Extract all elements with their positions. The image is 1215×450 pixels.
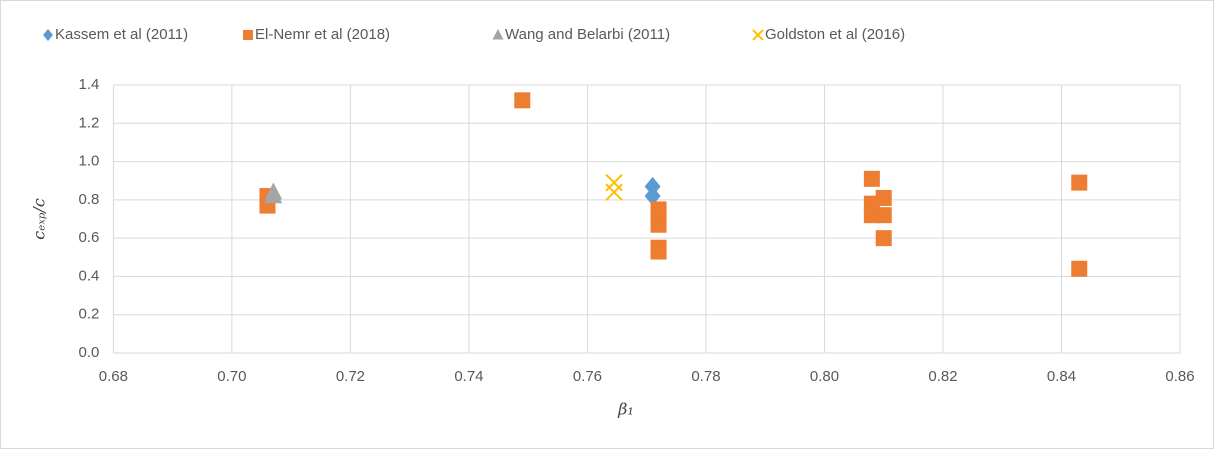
y-axis-title: cₑₓₚ/c (30, 198, 49, 240)
y-tick-label: 0.8 (79, 191, 100, 208)
x-tick-label: 0.68 (99, 368, 128, 385)
point (605, 183, 623, 201)
point (650, 216, 667, 233)
x-tick-label: 0.70 (217, 368, 246, 385)
legend-label: Kassem et al (2011) (55, 26, 188, 43)
y-tick-label: 0.6 (79, 229, 100, 246)
legend-marker (243, 30, 253, 40)
y-tick-label: 0.4 (79, 267, 100, 284)
legend-label: Goldston et al (2016) (765, 26, 905, 43)
legend-marker (43, 29, 53, 41)
y-tick-label: 0.0 (79, 344, 100, 361)
x-tick-label: 0.82 (928, 368, 957, 385)
legend-label: Wang and Belarbi (2011) (505, 26, 670, 43)
point (863, 170, 880, 187)
point (1071, 174, 1088, 191)
y-tick-label: 1.0 (79, 153, 100, 170)
x-tick-label: 0.72 (336, 368, 365, 385)
legend-marker (492, 29, 504, 40)
y-tick-label: 1.2 (79, 114, 100, 131)
point (875, 230, 892, 247)
point (264, 186, 283, 204)
point (1071, 260, 1088, 277)
x-tick-label: 0.74 (454, 368, 483, 385)
x-tick-label: 0.78 (691, 368, 720, 385)
x-axis-title: β₁ (617, 400, 634, 419)
x-tick-label: 0.86 (1165, 368, 1194, 385)
point (514, 92, 531, 109)
x-tick-label: 0.76 (573, 368, 602, 385)
y-tick-label: 0.2 (79, 306, 100, 323)
point (875, 207, 892, 224)
point (650, 243, 667, 260)
point (644, 186, 661, 206)
x-tick-label: 0.80 (810, 368, 839, 385)
legend-label: El-Nemr et al (2018) (255, 26, 390, 43)
point (875, 189, 892, 206)
legend-marker (752, 29, 764, 41)
x-tick-label: 0.84 (1047, 368, 1076, 385)
y-tick-label: 1.4 (79, 76, 100, 93)
